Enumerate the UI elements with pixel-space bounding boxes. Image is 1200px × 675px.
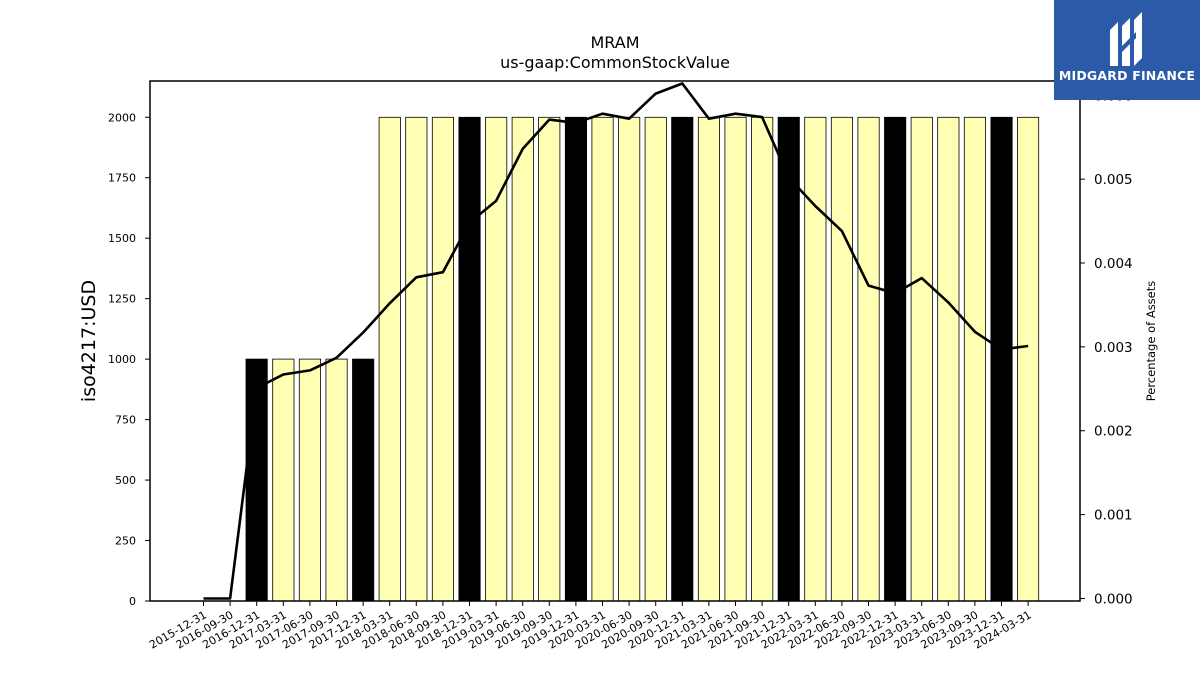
chart-title: MRAM — [590, 33, 639, 52]
bar — [405, 116, 428, 602]
y-tick-label: 1250 — [108, 293, 136, 306]
bar — [751, 116, 774, 602]
y2-axis-label: Percentage of Assets — [1144, 281, 1158, 402]
y2-tick-label: 0.005 — [1094, 172, 1133, 188]
bar — [857, 116, 880, 602]
y-tick-label: 750 — [115, 414, 136, 427]
bar — [644, 116, 667, 602]
bar — [538, 116, 561, 602]
bar — [378, 116, 401, 602]
y-axis-label: iso4217:USD — [78, 280, 100, 402]
y2-tick-label: 0.002 — [1094, 424, 1133, 440]
bar — [804, 116, 827, 602]
bar — [963, 116, 986, 602]
bar — [618, 116, 641, 602]
y2-tick-label: 0.004 — [1094, 256, 1133, 272]
plot-frame — [149, 80, 1081, 602]
bar — [724, 116, 747, 602]
y-tick-label: 1500 — [108, 232, 136, 245]
y-tick-label: 0 — [129, 595, 136, 608]
bar — [298, 358, 321, 602]
percentage-of-assets-line — [203, 82, 1029, 600]
y2-tick-label: 0.001 — [1094, 508, 1133, 524]
bar — [990, 116, 1013, 602]
chart-subtitle: us-gaap:CommonStockValue — [500, 53, 730, 72]
y-tick-label: 250 — [115, 535, 136, 548]
bar — [352, 358, 375, 602]
bar — [697, 116, 720, 602]
bar — [511, 116, 534, 602]
bar — [1017, 116, 1040, 602]
bar — [830, 116, 853, 602]
logo-mark-icon — [1110, 12, 1142, 66]
midgard-finance-logo: MIDGARD FINANCE — [1054, 0, 1200, 100]
bar — [485, 116, 508, 602]
bar — [325, 358, 348, 602]
bar — [777, 116, 800, 602]
bar — [671, 116, 694, 602]
y-tick-label: 500 — [115, 474, 136, 487]
bar — [272, 358, 295, 602]
bar — [591, 116, 614, 602]
bar — [431, 116, 454, 602]
y2-tick-label: 0.003 — [1094, 340, 1133, 356]
y-tick-label: 1750 — [108, 172, 136, 185]
bar — [884, 116, 907, 602]
y-tick-label: 2000 — [108, 111, 136, 124]
bar — [458, 116, 481, 602]
y-tick-label: 1000 — [108, 353, 136, 366]
y2-tick-label: 0.000 — [1094, 591, 1133, 607]
bar — [937, 116, 960, 602]
bar — [564, 116, 587, 602]
logo-text: MIDGARD FINANCE — [1058, 68, 1196, 83]
bar — [910, 116, 933, 602]
